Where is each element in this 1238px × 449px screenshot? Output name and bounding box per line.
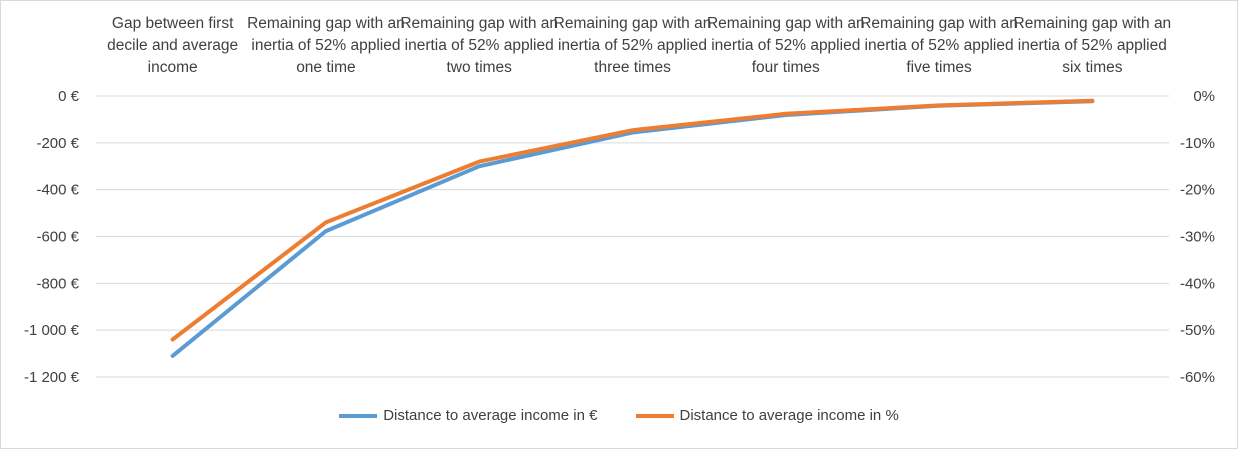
y-left-tick-label: 0 € [58, 88, 80, 105]
legend-item-euro: Distance to average income in € [339, 407, 598, 424]
y-left-tick-label: -200 € [36, 135, 79, 152]
x-category-label: Remaining gap with an inertia of 52% app… [1013, 15, 1172, 76]
y-right-tick-label: -40% [1180, 275, 1215, 292]
y-left-tick-label: -600 € [36, 229, 79, 246]
x-category-label: Remaining gap with an inertia of 52% app… [247, 15, 405, 76]
y-right-tick-label: -10% [1180, 135, 1215, 152]
y-left-tick-label: -1 200 € [24, 369, 80, 386]
legend-swatch-percent [635, 413, 674, 418]
y-left-tick-label: -400 € [36, 182, 79, 199]
y-right-tick-label: 0% [1193, 88, 1215, 105]
y-left-tick-label: -800 € [36, 275, 79, 292]
legend-label-euro: Distance to average income in € [383, 407, 598, 424]
y-right-tick-label: -60% [1180, 369, 1215, 386]
x-category-label: Gap between first decile and average inc… [107, 15, 239, 76]
x-category-label: Remaining gap with an inertia of 52% app… [860, 15, 1018, 76]
x-category-label: Remaining gap with an inertia of 52% app… [400, 15, 559, 76]
y-left-tick-label: -1 000 € [24, 322, 80, 339]
legend-label-percent: Distance to average income in % [679, 407, 899, 424]
y-right-tick-label: -30% [1180, 229, 1215, 246]
legend-item-percent: Distance to average income in % [635, 407, 899, 424]
series-line-euro [170, 99, 1095, 358]
legend-swatch-euro [339, 413, 378, 418]
series-line-percent [170, 98, 1095, 342]
y-right-tick-label: -50% [1180, 322, 1215, 339]
x-category-label: Remaining gap with an inertia of 52% app… [553, 15, 712, 76]
x-category-label: Remaining gap with an inertia of 52% app… [706, 15, 865, 76]
legend: Distance to average income in € Distance… [1, 407, 1237, 424]
y-right-tick-label: -20% [1180, 182, 1215, 199]
